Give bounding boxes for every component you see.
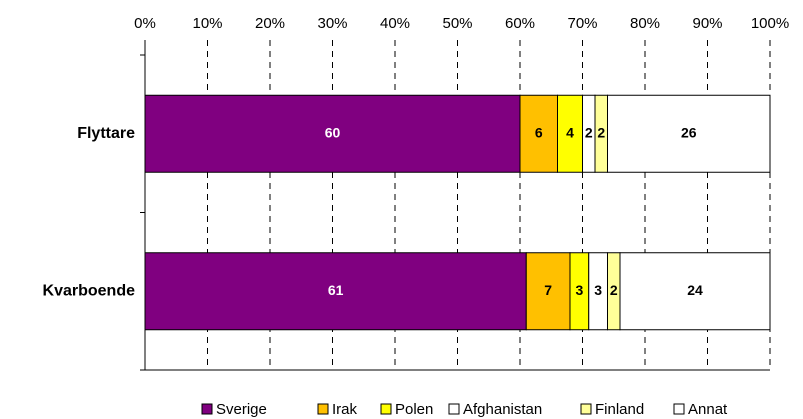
x-tick-label: 40%: [380, 15, 410, 32]
bar-segment: [144, 252, 527, 331]
legend-swatch: [448, 403, 460, 415]
data-label: 60: [325, 124, 341, 140]
y-tick-label: Flyttare: [77, 125, 135, 142]
x-tick-label: 50%: [442, 15, 472, 32]
legend-label: Irak: [332, 401, 358, 418]
legend-label: Sverige: [216, 401, 267, 418]
data-label: 7: [544, 282, 552, 298]
x-tick-label: 60%: [505, 15, 535, 32]
bar-segment: [557, 94, 583, 173]
x-tick-label: 100%: [751, 15, 789, 32]
legend-swatch: [580, 403, 592, 415]
bar-segment: [144, 94, 521, 173]
x-tick-label: 80%: [630, 15, 660, 32]
data-label: 24: [687, 282, 703, 298]
x-tick-label: 0%: [134, 15, 156, 32]
legend-label: Polen: [395, 401, 433, 418]
y-tick-label: Kvarboende: [43, 282, 136, 299]
legend-label: Annat: [688, 401, 728, 418]
legend-label: Afghanistan: [463, 401, 542, 418]
legend-label: Finland: [595, 401, 644, 418]
legend-swatch: [317, 403, 329, 415]
bar-segment: [607, 94, 771, 173]
bar-segment: [519, 94, 558, 173]
data-label: 3: [594, 282, 602, 298]
bar-segment: [525, 252, 571, 331]
x-tick-label: 10%: [192, 15, 222, 32]
data-label: 61: [328, 282, 344, 298]
data-label: 2: [597, 124, 605, 140]
data-label: 2: [585, 124, 593, 140]
data-label: 26: [681, 124, 697, 140]
data-label: 2: [610, 282, 618, 298]
data-label: 3: [575, 282, 583, 298]
bar-segment: [619, 252, 771, 331]
legend-swatch: [201, 403, 213, 415]
legend-swatch: [380, 403, 392, 415]
x-tick-label: 30%: [317, 15, 347, 32]
data-label: 6: [535, 124, 543, 140]
data-label: 4: [566, 124, 574, 140]
x-tick-label: 70%: [567, 15, 597, 32]
x-tick-label: 90%: [692, 15, 722, 32]
x-tick-label: 20%: [255, 15, 285, 32]
legend-swatch: [673, 403, 685, 415]
